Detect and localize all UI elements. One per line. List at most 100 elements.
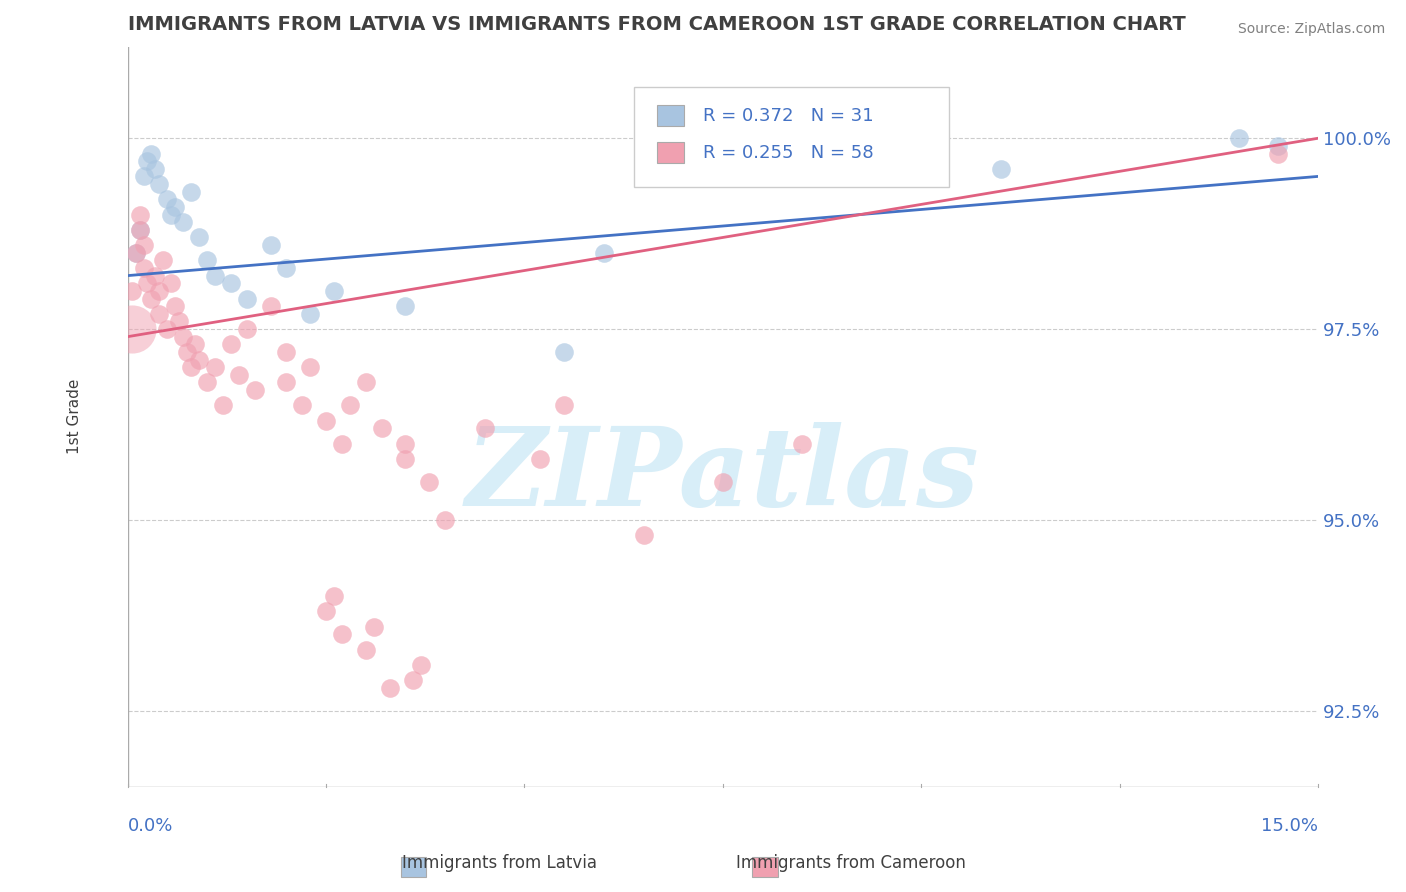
Point	[148, 177, 170, 191]
Point	[160, 277, 183, 291]
Point	[339, 398, 361, 412]
Point	[831, 131, 853, 145]
Point	[633, 528, 655, 542]
Point	[474, 421, 496, 435]
Point	[121, 322, 143, 336]
Point	[291, 398, 314, 412]
Text: Immigrants from Cameroon: Immigrants from Cameroon	[735, 855, 966, 872]
Point	[172, 329, 194, 343]
Point	[167, 314, 190, 328]
FancyBboxPatch shape	[634, 87, 949, 187]
Point	[402, 673, 425, 687]
Point	[132, 260, 155, 275]
Point	[148, 307, 170, 321]
Text: Immigrants from Latvia: Immigrants from Latvia	[402, 855, 596, 872]
Point	[204, 360, 226, 375]
Point	[394, 436, 416, 450]
Point	[792, 436, 814, 450]
Point	[315, 414, 337, 428]
Point	[411, 657, 433, 672]
Point	[156, 322, 179, 336]
Point	[553, 398, 575, 412]
Point	[235, 322, 257, 336]
Point	[128, 223, 150, 237]
Point	[299, 307, 322, 321]
Point	[228, 368, 250, 382]
Bar	[658, 142, 683, 163]
Point	[323, 589, 346, 603]
Point	[315, 604, 337, 618]
Point	[259, 238, 281, 252]
Point	[235, 292, 257, 306]
Text: Source: ZipAtlas.com: Source: ZipAtlas.com	[1237, 22, 1385, 37]
Point	[165, 299, 187, 313]
Point	[243, 383, 266, 397]
Point	[910, 154, 932, 169]
Point	[180, 185, 202, 199]
Point	[172, 215, 194, 229]
Point	[219, 277, 242, 291]
Point	[276, 260, 298, 275]
Text: IMMIGRANTS FROM LATVIA VS IMMIGRANTS FROM CAMEROON 1ST GRADE CORRELATION CHART: IMMIGRANTS FROM LATVIA VS IMMIGRANTS FRO…	[128, 15, 1185, 34]
Point	[188, 230, 211, 244]
Point	[156, 192, 179, 206]
Point	[132, 169, 155, 184]
Point	[195, 253, 218, 268]
Point	[160, 208, 183, 222]
Point	[165, 200, 187, 214]
Point	[330, 627, 353, 641]
Point	[370, 421, 392, 435]
Point	[124, 245, 146, 260]
Point	[141, 146, 163, 161]
Point	[195, 376, 218, 390]
Text: R = 0.255   N = 58: R = 0.255 N = 58	[703, 144, 873, 161]
Point	[204, 268, 226, 283]
Point	[354, 376, 377, 390]
Point	[1267, 146, 1289, 161]
Point	[184, 337, 207, 351]
Point	[592, 245, 614, 260]
Text: 0.0%: 0.0%	[128, 816, 173, 835]
Point	[180, 360, 202, 375]
Point	[128, 208, 150, 222]
Text: R = 0.372   N = 31: R = 0.372 N = 31	[703, 106, 873, 125]
Point	[378, 681, 401, 695]
Bar	[658, 105, 683, 126]
Point	[121, 284, 143, 298]
Text: 15.0%: 15.0%	[1261, 816, 1319, 835]
Point	[990, 161, 1012, 176]
Point	[132, 238, 155, 252]
Point	[434, 513, 457, 527]
Point	[276, 345, 298, 359]
Point	[219, 337, 242, 351]
Point	[276, 376, 298, 390]
Point	[148, 284, 170, 298]
Point	[711, 475, 734, 489]
Point	[394, 299, 416, 313]
Point	[212, 398, 235, 412]
Point	[1267, 139, 1289, 153]
Point	[553, 345, 575, 359]
Point	[141, 292, 163, 306]
Point	[152, 253, 174, 268]
Text: 1st Grade: 1st Grade	[67, 379, 83, 455]
Point	[136, 277, 159, 291]
Point	[846, 139, 869, 153]
Point	[176, 345, 198, 359]
Point	[259, 299, 281, 313]
Point	[323, 284, 346, 298]
Point	[354, 642, 377, 657]
Point	[870, 146, 893, 161]
Point	[124, 245, 146, 260]
Point	[188, 352, 211, 367]
Point	[363, 620, 385, 634]
Text: ZIPatlas: ZIPatlas	[465, 422, 980, 530]
Point	[145, 268, 167, 283]
Point	[529, 451, 551, 466]
Point	[136, 154, 159, 169]
Point	[145, 161, 167, 176]
Point	[394, 451, 416, 466]
Point	[299, 360, 322, 375]
Point	[128, 223, 150, 237]
Point	[1227, 131, 1250, 145]
